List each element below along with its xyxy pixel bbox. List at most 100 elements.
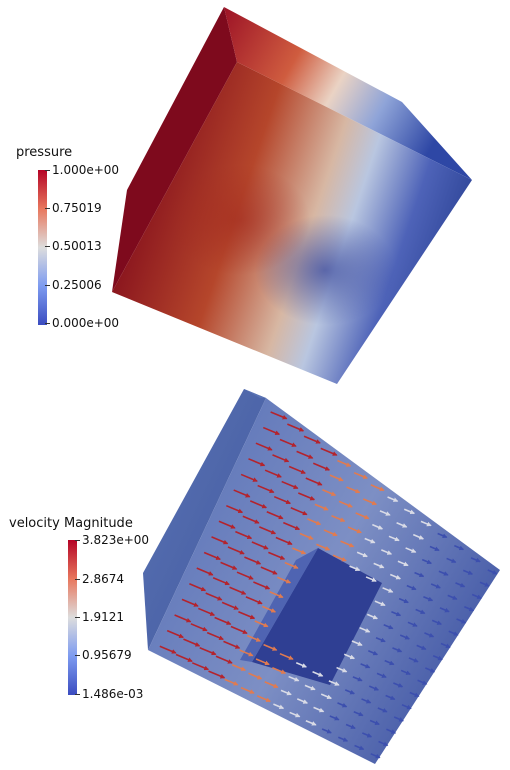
velocity-colorbar	[68, 540, 77, 695]
velocity-arrow	[398, 597, 409, 604]
velocity-arrow	[211, 536, 229, 545]
velocity-arrow	[412, 533, 425, 540]
velocity-arrow	[383, 623, 394, 630]
velocity-arrow	[268, 551, 286, 560]
velocity-arrow	[236, 571, 254, 580]
velocity-arrow	[223, 640, 241, 649]
velocity-arrow	[321, 728, 332, 734]
velocity-arrow	[393, 716, 404, 722]
velocity-arrow	[456, 618, 467, 624]
velocity-arrow	[248, 458, 266, 467]
velocity-cube-left-face	[143, 389, 266, 650]
velocity-arrow	[251, 541, 269, 550]
velocity-arrow	[313, 706, 325, 713]
velocity-arrow	[246, 634, 262, 642]
velocity-arrow	[159, 645, 177, 654]
velocity-arrow	[281, 480, 299, 490]
velocity-arrow	[375, 637, 386, 643]
velocity-arrow	[314, 503, 329, 511]
pressure-colorbar	[38, 170, 47, 325]
velocity-arrow	[376, 672, 387, 678]
velocity-arrow	[287, 423, 305, 432]
velocity-arrow	[290, 507, 308, 516]
velocity-arrow	[280, 689, 292, 696]
velocity-arrow	[221, 601, 239, 610]
pressure-colorbar-tick: 0.25006	[45, 278, 102, 292]
velocity-arrow	[373, 562, 385, 569]
velocity-arrow	[431, 619, 442, 625]
velocity-arrow	[337, 702, 348, 708]
velocity-arrow	[400, 669, 411, 675]
velocity-arrow	[405, 547, 417, 553]
velocity-arrow	[190, 623, 208, 632]
velocity-arrow	[381, 549, 393, 555]
velocity-arrow	[273, 703, 285, 710]
velocity-arrow	[415, 608, 426, 615]
velocity-arrow	[305, 719, 317, 726]
velocity-arrow	[370, 484, 385, 492]
velocity-arrow	[226, 504, 244, 514]
velocity-arrow	[206, 631, 224, 641]
velocity-arrow	[289, 711, 301, 718]
velocity-arrow	[239, 649, 254, 657]
velocity-arrow	[454, 544, 465, 551]
velocity-arrow	[279, 438, 297, 447]
velocity-arrow	[372, 523, 384, 530]
velocity-colorbar-tick: 1.9121	[75, 610, 124, 624]
velocity-arrow	[322, 489, 337, 496]
pressure-colorbar-tick: 1.000e+00	[44, 163, 120, 177]
velocity-arrow	[391, 610, 402, 617]
velocity-arrow	[263, 643, 278, 651]
velocity-arrow	[420, 520, 432, 527]
velocity-arrow	[279, 652, 294, 660]
velocity-arrow	[393, 682, 404, 688]
velocity-arrow	[299, 532, 314, 540]
velocity-arrow	[369, 719, 380, 726]
velocity-colorbar-tick: 2.8674	[75, 572, 124, 586]
velocity-arrow	[354, 744, 365, 751]
velocity-arrow	[424, 632, 435, 638]
velocity-arrow	[240, 473, 258, 482]
velocity-arrow	[353, 471, 368, 479]
velocity-arrow	[264, 469, 282, 478]
velocity-arrow	[356, 551, 368, 558]
velocity-arrow	[430, 583, 441, 589]
velocity-arrow	[254, 620, 269, 628]
velocity-arrow	[337, 459, 352, 467]
velocity-arrow	[270, 411, 288, 420]
velocity-arrow	[328, 680, 340, 686]
velocity-arrow	[197, 607, 216, 616]
velocity-arrow	[189, 583, 207, 592]
pressure-cube-top-face	[224, 7, 472, 180]
velocity-arrow	[464, 606, 475, 612]
velocity-arrow	[214, 616, 232, 625]
velocity-arrow	[349, 565, 361, 572]
velocity-arrow	[174, 614, 192, 623]
velocity-arrow	[377, 707, 388, 713]
velocity-arrow	[283, 521, 301, 531]
velocity-arrow	[417, 679, 428, 685]
velocity-arrow	[332, 554, 347, 562]
velocity-arrow	[218, 520, 236, 529]
velocity-arrow	[471, 593, 482, 600]
velocity-arrow	[362, 498, 378, 506]
velocity-arrow	[259, 526, 277, 535]
velocity-arrow	[316, 543, 331, 551]
velocity-arrow	[203, 551, 221, 560]
velocity-arrow	[396, 522, 408, 528]
velocity-arrow	[344, 689, 355, 695]
pressure-colorbar-tick: 0.000e+00	[44, 316, 120, 330]
velocity-arrow	[249, 500, 267, 509]
velocity-arrow	[323, 529, 338, 537]
velocity-arrow	[175, 653, 193, 662]
velocity-arrow	[440, 642, 451, 649]
velocity-arrow	[439, 607, 450, 613]
velocity-arrow	[336, 666, 348, 673]
velocity-arrow	[292, 547, 307, 555]
velocity-arrow	[238, 610, 256, 620]
velocity-arrow	[355, 512, 370, 520]
velocity-colorbar-tick: 0.95679	[75, 648, 132, 662]
velocity-arrow	[266, 511, 284, 520]
velocity-arrow	[260, 566, 278, 575]
